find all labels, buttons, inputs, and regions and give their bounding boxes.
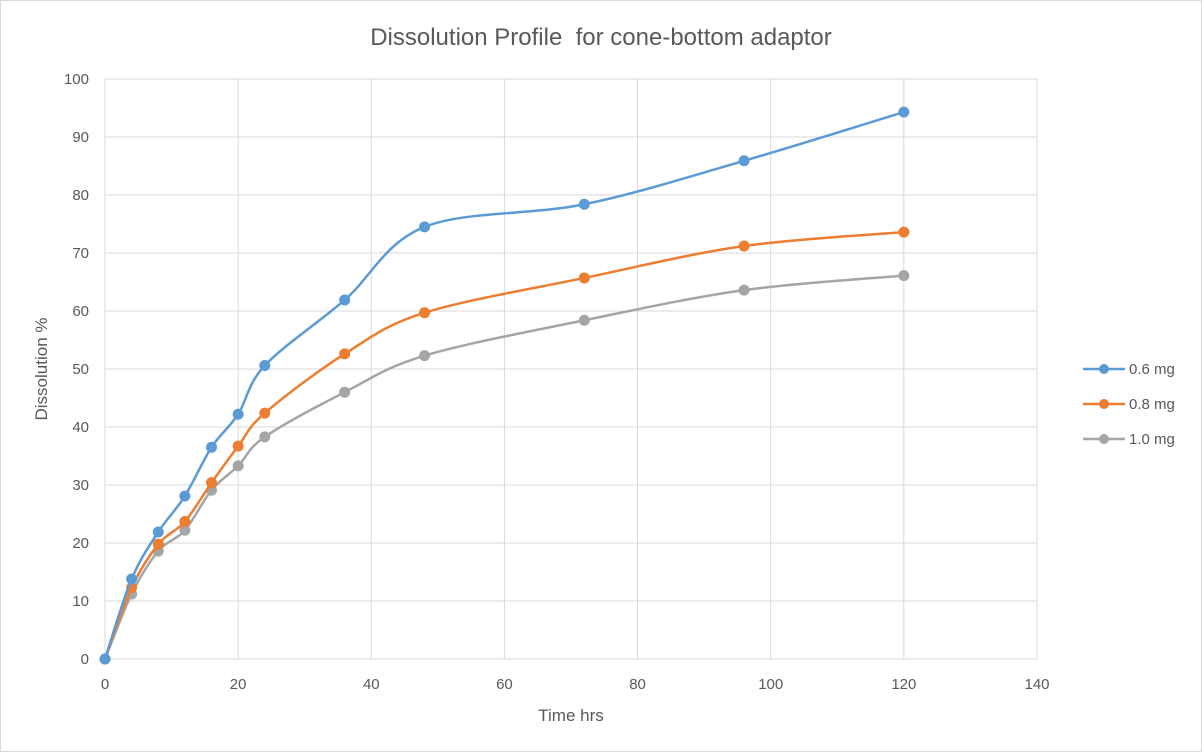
y-tick-label: 30 [72,477,89,494]
y-tick-label: 80 [72,187,89,204]
legend-item: 0.6 mg [1083,361,1175,378]
data-point [179,490,191,502]
data-point [206,477,218,489]
x-tick-label: 20 [230,676,247,693]
y-tick-label: 40 [72,419,89,436]
data-point [578,198,590,210]
data-point [232,408,244,420]
x-tick-label: 120 [891,676,916,693]
legend-marker [1099,399,1109,409]
data-point [419,350,431,362]
y-tick-label: 20 [72,535,89,552]
data-point [232,460,244,472]
data-point [232,440,244,452]
data-point [99,653,111,665]
legend-item: 0.8 mg [1083,396,1175,413]
legend-label: 1.0 mg [1129,431,1175,448]
legend-marker [1099,434,1109,444]
series-0-8-mg [99,226,910,665]
x-axis-label: Time hrs [538,706,604,725]
data-point [419,307,431,319]
legend-item: 1.0 mg [1083,431,1175,448]
y-tick-label: 70 [72,245,89,262]
data-point [259,407,271,419]
data-point [152,538,164,550]
data-point [419,221,431,233]
x-tick-label: 100 [758,676,783,693]
legend-marker [1099,364,1109,374]
data-point [259,360,271,372]
data-point [738,284,750,296]
data-point [738,240,750,252]
series-group [99,106,910,665]
data-point [126,573,138,585]
x-tick-label: 140 [1024,676,1049,693]
data-point [152,526,164,538]
x-axis-ticks: 0 20 40 60 80 100 120 140 [101,676,1050,693]
x-tick-label: 80 [629,676,646,693]
data-point [339,294,351,306]
chart-title: Dissolution Profile for cone-bottom adap… [370,24,832,51]
y-tick-label: 100 [64,71,89,88]
legend-label: 0.6 mg [1129,361,1175,378]
y-axis-ticks: 0 10 20 30 40 50 60 70 80 90 100 [64,71,89,668]
y-tick-label: 60 [72,303,89,320]
data-point [339,386,351,398]
data-point [259,431,271,443]
data-point [179,516,191,528]
gridlines [104,78,1038,660]
series-0-6-mg [99,106,910,665]
data-point [898,106,910,118]
data-point [339,348,351,360]
data-point [578,272,590,284]
data-point [738,155,750,167]
x-tick-label: 0 [101,676,109,693]
y-tick-label: 0 [81,651,89,668]
data-point [898,270,910,282]
x-tick-label: 40 [363,676,380,693]
data-point [578,314,590,326]
legend: 0.6 mg 0.8 mg 1.0 mg [1083,361,1175,448]
y-tick-label: 90 [72,129,89,146]
legend-label: 0.8 mg [1129,396,1175,413]
data-point [206,441,218,453]
y-tick-label: 50 [72,361,89,378]
y-axis-label: Dissolution % [32,318,51,421]
data-point [898,226,910,238]
x-tick-label: 60 [496,676,513,693]
y-tick-label: 10 [72,593,89,610]
